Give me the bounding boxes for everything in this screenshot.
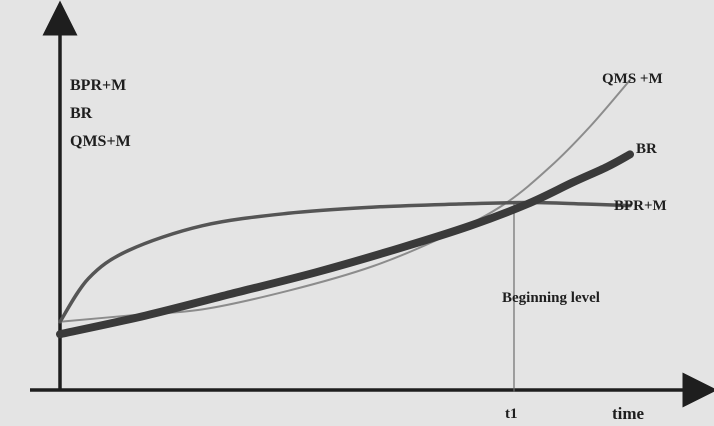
series-layer <box>56 79 634 339</box>
legend-entry-2: QMS+M <box>70 133 131 150</box>
annotation-beginning-level: Beginning level <box>502 290 600 306</box>
legend-entry-0: BPR+M <box>70 77 126 94</box>
legend-entry-1: BR <box>70 105 93 122</box>
x-tick-label-t1: t1 <box>505 406 518 422</box>
series-line-bpr-m <box>58 200 632 324</box>
x-axis-label: time <box>612 404 645 423</box>
series-label-qms: QMS +M <box>602 71 663 87</box>
series-line-br <box>56 150 634 339</box>
series-label-br: BR <box>636 141 657 157</box>
series-label-bpr: BPR+M <box>614 198 667 214</box>
